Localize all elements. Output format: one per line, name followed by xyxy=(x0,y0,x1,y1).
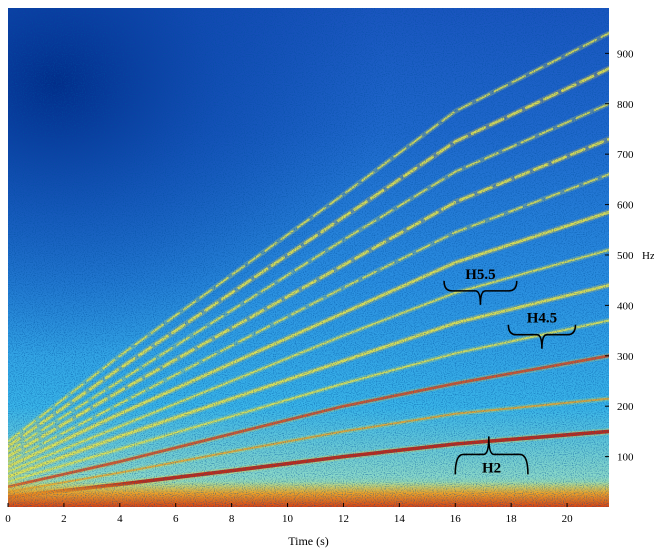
y-axis-ticks: 100 200 300 400 500 600 700 800 900 xyxy=(605,48,634,464)
x-tick-label: 2 xyxy=(61,513,67,525)
x-axis-title: Time (s) xyxy=(288,534,329,548)
y-tick-label: 200 xyxy=(617,401,634,413)
brace-mark xyxy=(454,436,529,475)
x-tick-label: 14 xyxy=(394,513,406,525)
x-tick-label: 0 xyxy=(5,513,11,525)
annotation-label: H5.5 xyxy=(465,267,495,283)
y-tick-label: 700 xyxy=(617,149,634,161)
y-tick-label: 800 xyxy=(617,99,634,111)
y-unit-label: Hz xyxy=(642,250,654,262)
y-tick-label: 400 xyxy=(617,300,634,312)
y-tick-label: 900 xyxy=(617,48,634,60)
x-tick-label: 20 xyxy=(562,513,574,525)
annotation-h2: H2 xyxy=(454,436,529,476)
plot-area xyxy=(8,8,609,507)
y-tick-label: 100 xyxy=(617,452,634,464)
x-axis-ticks: 0 2 4 6 8 10 12 14 16 18 20 xyxy=(5,503,573,525)
speckle-noise xyxy=(8,8,609,507)
x-tick-label: 6 xyxy=(173,513,179,525)
y-tick-label: 500 xyxy=(617,250,634,262)
x-tick-label: 4 xyxy=(117,513,123,525)
x-tick-label: 16 xyxy=(450,513,462,525)
x-tick-label: 8 xyxy=(229,513,235,525)
x-tick-label: 18 xyxy=(506,513,518,525)
annotations-layer: H5.5 H4.5 H2 xyxy=(443,267,577,476)
annotation-h4-5: H4.5 xyxy=(507,311,577,349)
brace-mark xyxy=(507,324,577,349)
y-tick-label: 600 xyxy=(617,200,634,212)
x-tick-label: 12 xyxy=(338,513,349,525)
y-tick-label: 300 xyxy=(617,351,634,363)
annotation-label: H4.5 xyxy=(527,311,557,327)
annotation-label: H2 xyxy=(482,460,501,476)
x-tick-label: 10 xyxy=(282,513,294,525)
